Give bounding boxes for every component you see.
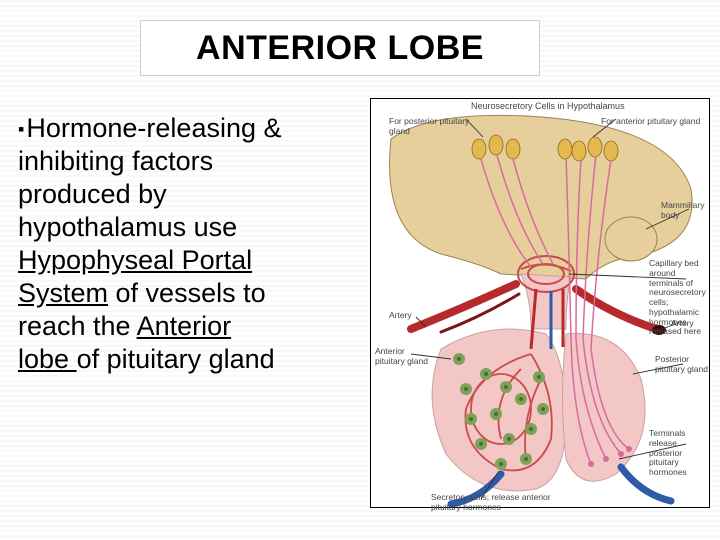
fig-label-antgland: Anterior pituitary gland bbox=[375, 347, 435, 367]
fig-label-mammillary: Mammillary body bbox=[661, 201, 709, 221]
body-line-6b: of vessels to bbox=[108, 278, 266, 308]
body-line-4: hypothalamus use bbox=[18, 212, 237, 242]
body-line-5: Hypophyseal Portal bbox=[18, 245, 252, 275]
title-box: ANTERIOR LOBE bbox=[140, 20, 540, 76]
anatomy-figure: Neurosecretory Cells in Hypothalamus For… bbox=[370, 98, 710, 508]
body-line-3: produced by bbox=[18, 179, 167, 209]
body-line-8b: of pituitary gland bbox=[77, 344, 275, 374]
body-paragraph: ▪Hormone-releasing & inhibiting factors … bbox=[18, 112, 363, 376]
body-line-8a: lobe bbox=[18, 344, 77, 374]
fig-label-artery2: Artery bbox=[671, 319, 694, 329]
fig-caption-top: Neurosecretory Cells in Hypothalamus bbox=[471, 101, 625, 111]
body-line-7a: reach the bbox=[18, 311, 137, 341]
fig-label-postgland: Posterior pituitary gland bbox=[655, 355, 710, 375]
bullet-icon: ▪ bbox=[18, 119, 24, 139]
fig-label-secretory: Secretory cells; release anterior pituit… bbox=[431, 493, 561, 513]
fig-label-terminals: Terminals release posterior pituitary ho… bbox=[649, 429, 709, 478]
fig-label-post-top: For posterior pituitary gland bbox=[389, 117, 489, 137]
body-line-1: Hormone-releasing & bbox=[26, 113, 281, 143]
body-line-6a: System bbox=[18, 278, 108, 308]
fig-label-artery1: Artery bbox=[389, 311, 412, 321]
body-line-7b: Anterior bbox=[137, 311, 232, 341]
fig-label-ant-top: For anterior pituitary gland bbox=[601, 117, 706, 127]
page-title: ANTERIOR LOBE bbox=[196, 29, 484, 68]
body-line-2: inhibiting factors bbox=[18, 146, 213, 176]
